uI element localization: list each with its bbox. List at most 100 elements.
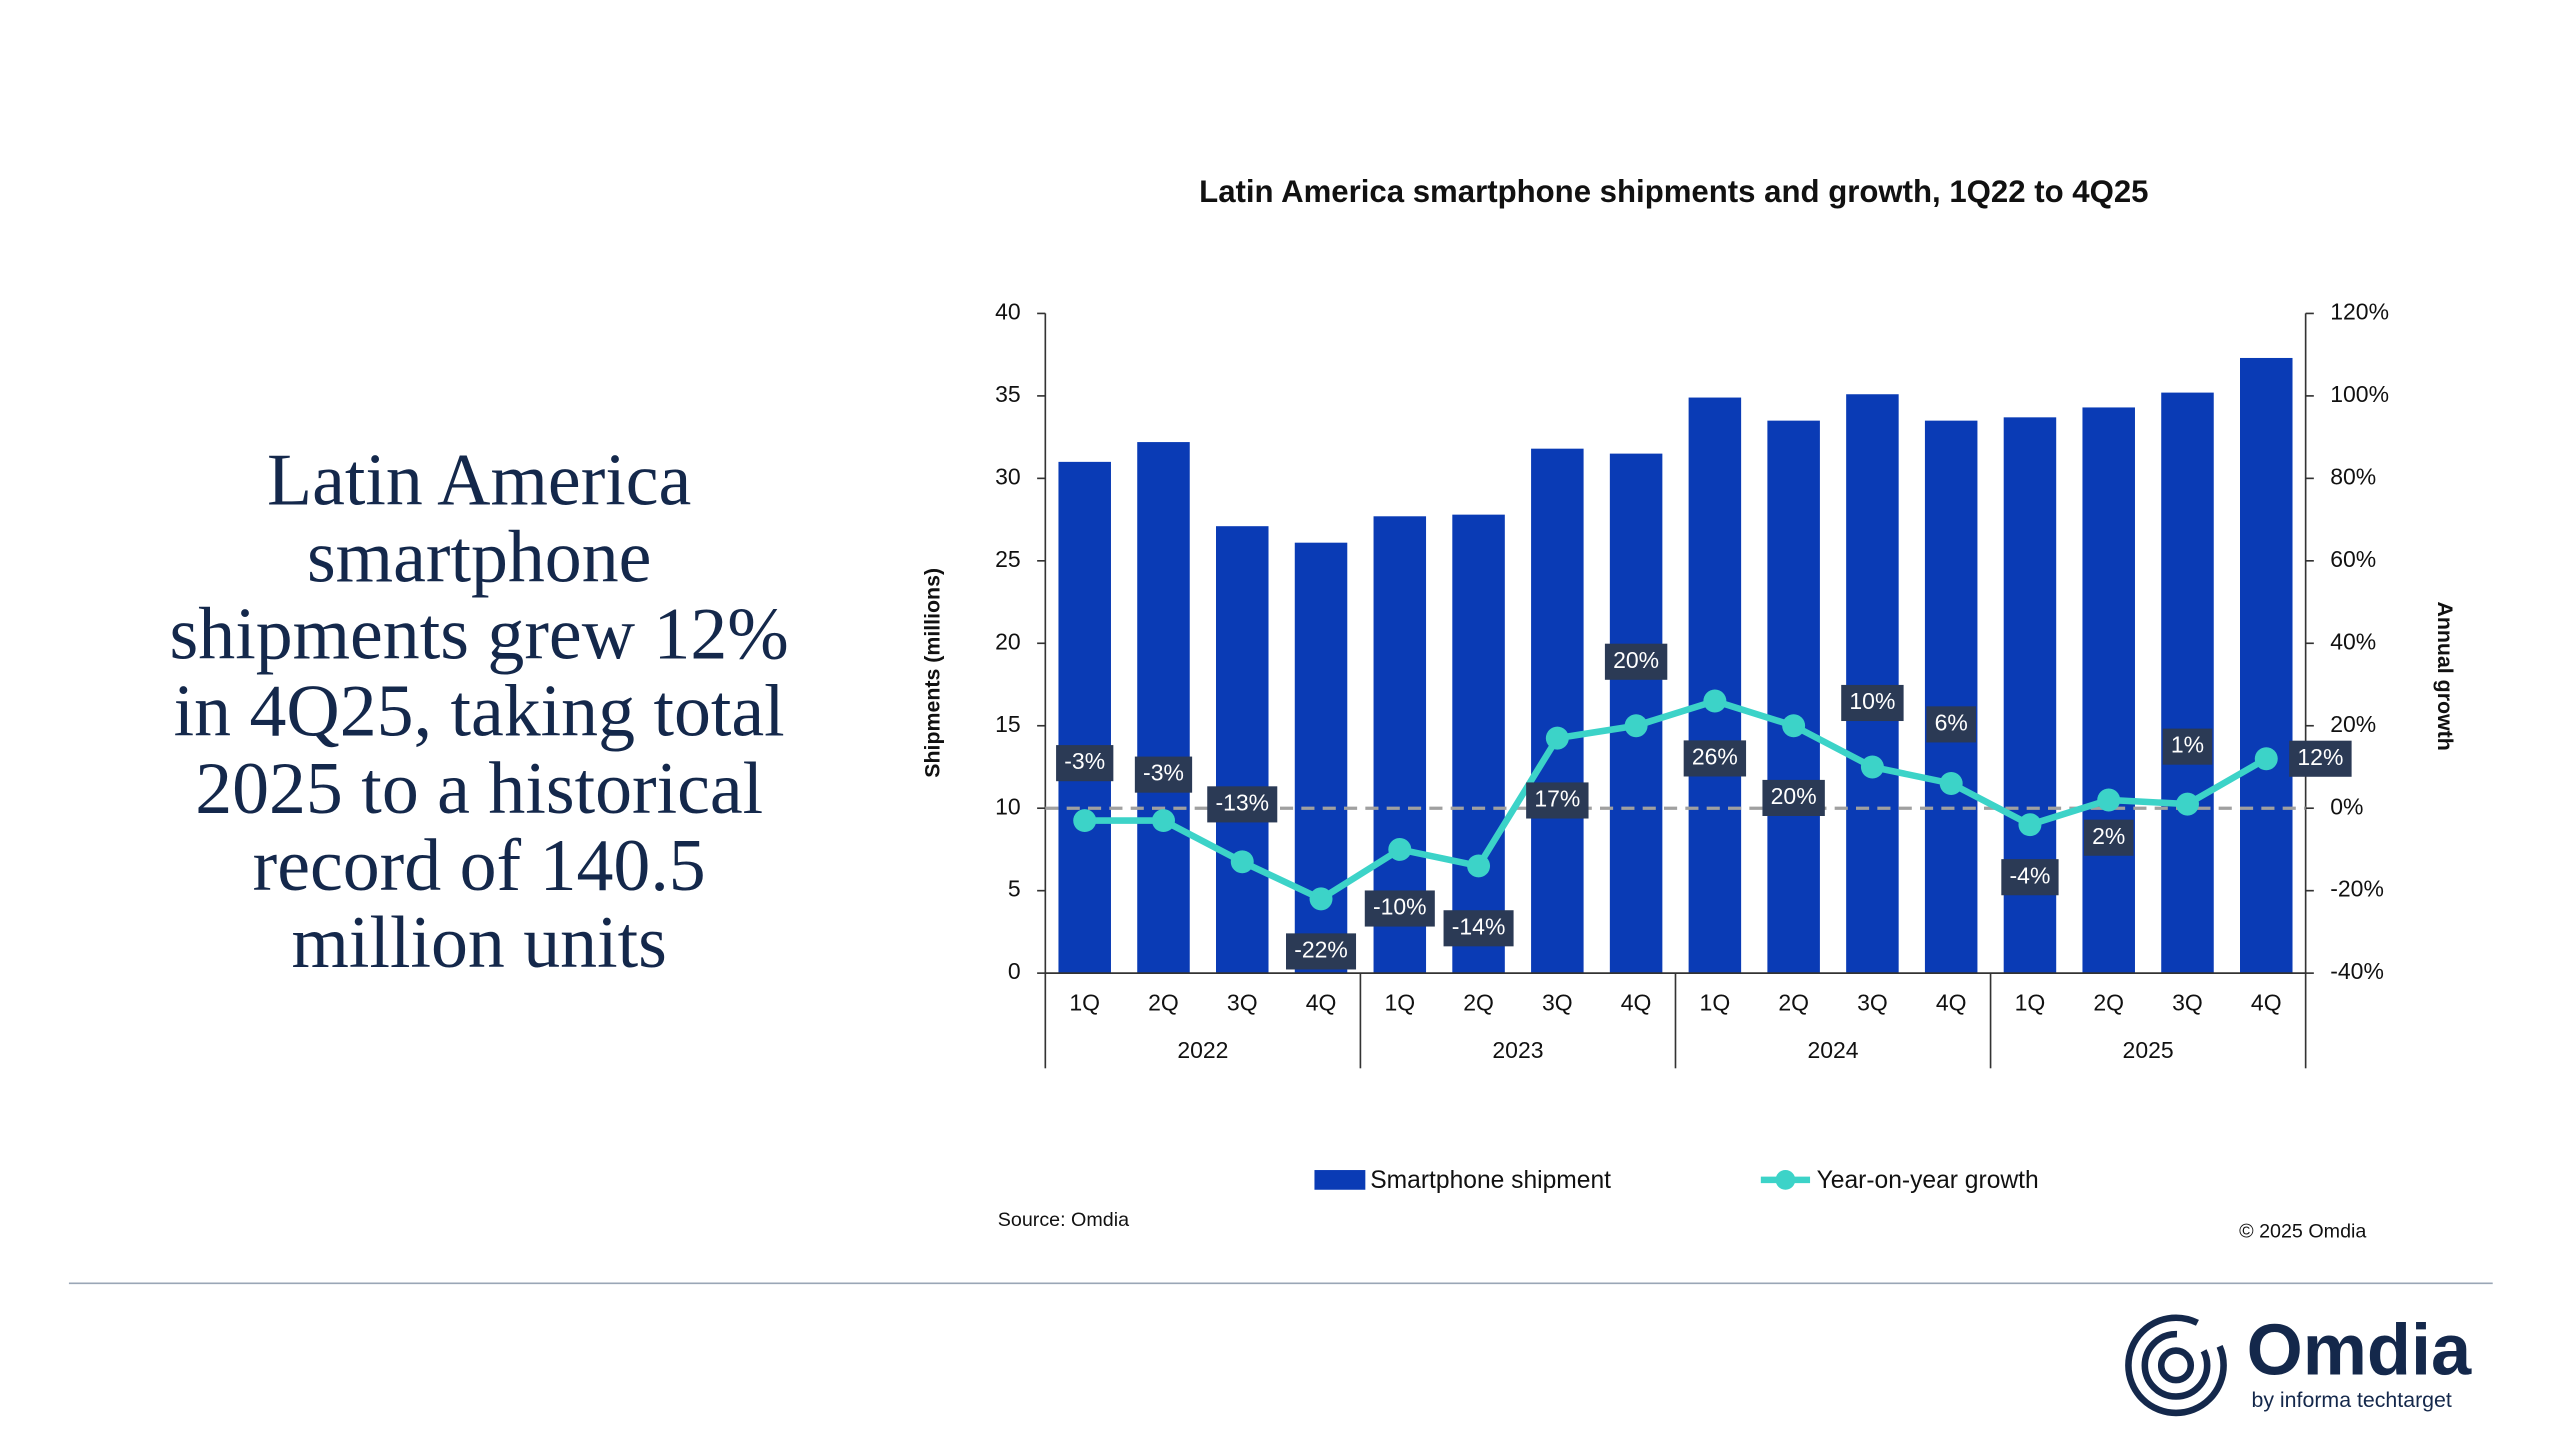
data-label: 26%	[1692, 744, 1738, 770]
legend-label: Smartphone shipment	[1370, 1167, 1611, 1194]
growth-point	[2097, 788, 2121, 812]
x-tick-label: 1Q	[2015, 989, 2046, 1015]
headline-line: smartphone	[307, 515, 651, 597]
growth-point	[1782, 714, 1806, 738]
data-label: -22%	[1294, 936, 1348, 962]
x-tick-label: 4Q	[1621, 989, 1652, 1015]
growth-point	[2018, 813, 2042, 837]
data-label-box	[1762, 779, 1825, 816]
growth-point	[1860, 755, 1884, 779]
growth-point	[1309, 887, 1333, 911]
y-tick-label: 0	[1008, 958, 1021, 984]
logo-name: Omdia	[2247, 1311, 2472, 1391]
data-label-box	[2083, 819, 2134, 856]
y2-tick-label: 120%	[2330, 298, 2389, 324]
y2-tick-label: 20%	[2330, 711, 2376, 737]
bar	[1531, 448, 1584, 974]
data-label-box	[1526, 782, 1589, 819]
data-label: -3%	[1064, 748, 1105, 774]
data-label-box	[1286, 933, 1357, 970]
data-label-box	[1683, 740, 1747, 777]
logo-tagline: by informa techtarget	[2251, 1388, 2451, 1412]
data-label-box	[1134, 756, 1193, 793]
y-tick-label: 20	[995, 628, 1021, 654]
y2-tick-label: 100%	[2330, 381, 2389, 407]
x-tick-label: 3Q	[2172, 989, 2203, 1015]
data-label-box	[2289, 740, 2352, 777]
logo-mark	[2125, 1314, 2227, 1417]
bar	[1452, 514, 1505, 974]
legend-swatch	[1314, 1170, 1366, 1190]
x-tick-label: 3Q	[1857, 989, 1888, 1015]
data-label-box	[1207, 786, 1278, 823]
x-tick-label: 1Q	[1384, 989, 1415, 1015]
y2-axis-title: Annual growth	[2433, 601, 2457, 750]
data-label-box	[1364, 890, 1435, 927]
x-group-label: 2024	[1807, 1037, 1858, 1063]
y-axis-title: Shipments (millions)	[920, 568, 944, 778]
bar	[2082, 407, 2135, 974]
y-tick-label: 5	[1008, 876, 1021, 902]
data-label-box	[1604, 643, 1668, 680]
copyright: © 2025 Omdia	[2239, 1221, 2366, 1243]
data-label: -14%	[1452, 913, 1506, 939]
y-tick-label: 15	[995, 711, 1021, 737]
headline-line: 2025 to a historical	[195, 747, 763, 829]
bar	[1924, 420, 1978, 974]
data-label-box	[1443, 910, 1514, 947]
legend-label: Year-on-year growth	[1817, 1167, 2039, 1194]
bar	[2161, 392, 2214, 974]
data-label: -13%	[1215, 789, 1269, 815]
x-tick-label: 2Q	[1778, 989, 1809, 1015]
data-label: 20%	[1771, 783, 1817, 809]
data-label: 12%	[2297, 744, 2343, 770]
y-tick-label: 10	[995, 793, 1021, 819]
headline-line: in 4Q25, taking total	[174, 670, 785, 752]
headline-line: million units	[292, 901, 667, 983]
x-tick-label: 2Q	[1463, 989, 1494, 1015]
data-label-box	[2001, 859, 2059, 896]
growth-point	[2176, 792, 2199, 816]
x-tick-label: 3Q	[1542, 989, 1573, 1015]
headline-line: record of 140.5	[253, 824, 706, 906]
y2-tick-label: -40%	[2330, 958, 2384, 984]
data-label: -4%	[2010, 862, 2051, 888]
bar	[2240, 357, 2293, 974]
y-tick-label: 35	[995, 381, 1021, 407]
chart-title: Latin America smartphone shipments and g…	[1199, 174, 2148, 209]
growth-point	[1545, 726, 1569, 750]
data-label: 17%	[1534, 786, 1580, 812]
headline-line: Latin America	[267, 438, 691, 520]
bar	[1688, 397, 1742, 974]
y2-tick-label: -20%	[2330, 876, 2384, 902]
bar	[1846, 394, 1899, 974]
x-group-label: 2025	[2123, 1037, 2174, 1063]
bar	[1058, 461, 1111, 974]
y2-tick-label: 0%	[2330, 793, 2363, 819]
growth-point	[1230, 850, 1254, 874]
headline-line: shipments grew 12%	[170, 593, 789, 675]
data-label-box	[1841, 684, 1904, 722]
x-tick-label: 4Q	[1936, 989, 1967, 1015]
growth-line	[1084, 697, 2268, 903]
y-tick-label: 40	[995, 298, 1021, 324]
x-group-label: 2023	[1492, 1037, 1543, 1063]
data-label: -10%	[1373, 894, 1427, 920]
data-label: 1%	[2171, 732, 2204, 758]
y2-tick-label: 40%	[2330, 628, 2376, 654]
growth-point	[1467, 854, 1491, 878]
x-tick-label: 2Q	[1148, 989, 1179, 1015]
y-tick-label: 30	[995, 463, 1021, 489]
growth-point	[1073, 809, 1097, 833]
growth-point	[1152, 809, 1175, 833]
bar	[1216, 526, 1269, 974]
bar	[1137, 442, 1190, 974]
data-label: 10%	[1849, 688, 1895, 714]
legend-swatch	[1775, 1170, 1796, 1190]
y2-tick-label: 60%	[2330, 546, 2376, 572]
y-tick-label: 25	[995, 546, 1021, 572]
growth-point	[2254, 747, 2278, 771]
y2-tick-label: 80%	[2330, 463, 2376, 489]
x-tick-label: 3Q	[1227, 989, 1258, 1015]
